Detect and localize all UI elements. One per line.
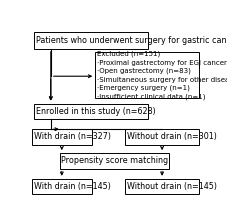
FancyBboxPatch shape (60, 153, 169, 168)
FancyBboxPatch shape (32, 179, 92, 194)
Text: Propensity score matching: Propensity score matching (61, 156, 168, 165)
FancyBboxPatch shape (125, 179, 199, 194)
Text: With drain (n=145): With drain (n=145) (34, 182, 111, 191)
Text: Without drain (n=301): Without drain (n=301) (127, 132, 217, 141)
Text: Excluded (n=151)
·Proximal gastrectomy for EGJ cancer (n=45)
·Open gastrectomy (: Excluded (n=151) ·Proximal gastrectomy f… (97, 51, 227, 100)
FancyBboxPatch shape (125, 129, 199, 145)
Text: Without drain (n=145): Without drain (n=145) (127, 182, 217, 191)
FancyBboxPatch shape (32, 129, 92, 145)
Text: Patients who underwent surgery for gastric cancer (n=779): Patients who underwent surgery for gastr… (36, 36, 227, 45)
Text: With drain (n=327): With drain (n=327) (34, 132, 111, 141)
FancyBboxPatch shape (34, 103, 148, 119)
FancyBboxPatch shape (95, 52, 199, 98)
Text: Enrolled in this study (n=628): Enrolled in this study (n=628) (36, 107, 155, 116)
FancyBboxPatch shape (34, 32, 148, 49)
